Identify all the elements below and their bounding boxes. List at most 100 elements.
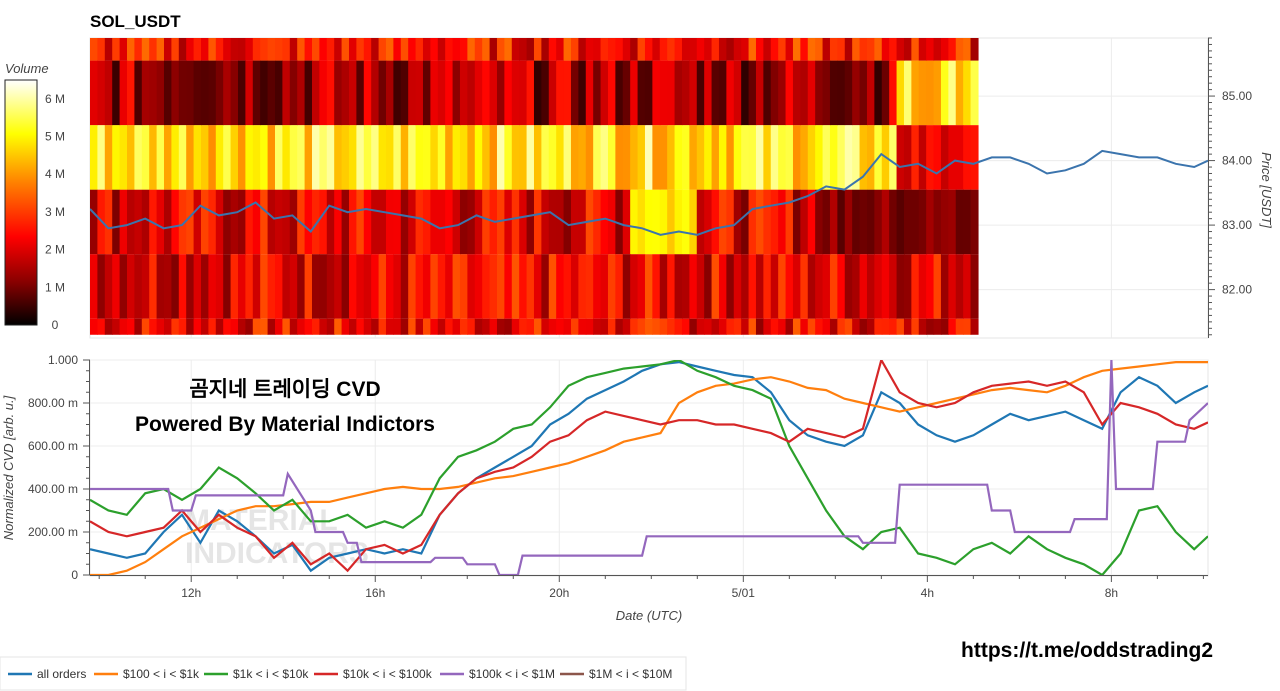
heatmap-cell <box>474 318 483 335</box>
date-tick-label: 12h <box>181 586 201 600</box>
heatmap-cell <box>563 254 572 319</box>
heatmap-cell <box>822 189 831 255</box>
telegram-link[interactable]: https://t.me/oddstrading2 <box>961 639 1213 662</box>
heatmap-cell <box>208 189 217 255</box>
heatmap-cell <box>496 60 505 126</box>
heatmap-cell <box>171 189 180 255</box>
heatmap-cell <box>563 38 572 61</box>
heatmap-cell <box>186 254 195 319</box>
heatmap-cell <box>260 189 269 255</box>
heatmap-cell <box>755 189 764 255</box>
heatmap-cell <box>659 38 668 61</box>
heatmap-cell <box>430 60 439 126</box>
heatmap-cell <box>415 125 424 190</box>
heatmap-cell <box>437 60 446 126</box>
heatmap-cell <box>326 189 335 255</box>
heatmap-cell <box>393 125 402 190</box>
colorbar-tick-label: 3 M <box>45 205 65 219</box>
heatmap-cell <box>622 125 631 190</box>
heatmap-cell <box>911 60 920 126</box>
heatmap-cell <box>837 318 846 335</box>
heatmap-cell <box>644 189 653 255</box>
heatmap-cell <box>615 318 624 335</box>
heatmap-cell <box>696 38 705 61</box>
heatmap-cell <box>371 38 380 61</box>
heatmap-cell <box>770 60 779 126</box>
cvd-line-4 <box>90 360 1208 576</box>
heatmap-cell <box>689 254 698 319</box>
heatmap-cell <box>215 60 224 126</box>
heatmap-cell <box>393 318 402 335</box>
heatmap-cell <box>963 38 972 61</box>
heatmap-cell <box>452 60 461 126</box>
heatmap-cell <box>371 125 380 190</box>
heatmap-cell <box>874 38 883 61</box>
price-tick-label: 82.00 <box>1222 283 1252 297</box>
heatmap-cell <box>578 60 587 126</box>
heatmap-cell <box>859 318 868 335</box>
heatmap-cell <box>104 318 113 335</box>
heatmap-cell <box>474 60 483 126</box>
colorbar <box>4 79 38 326</box>
heatmap-cell <box>178 38 187 61</box>
heatmap-cell <box>829 318 838 335</box>
heatmap-cell <box>104 254 113 319</box>
heatmap-cell <box>681 60 690 126</box>
heatmap-cell <box>223 318 232 335</box>
heatmap-cell <box>548 318 557 335</box>
heatmap-cell <box>311 60 320 126</box>
heatmap-cell <box>533 125 542 190</box>
heatmap-cell <box>156 318 165 335</box>
heatmap-cell <box>311 254 320 319</box>
heatmap-cell <box>334 125 343 190</box>
heatmap-cell <box>230 125 239 190</box>
heatmap-cell <box>459 60 468 126</box>
heatmap-cell <box>208 60 217 126</box>
heatmap-cell <box>637 318 646 335</box>
heatmap-cell <box>881 254 890 319</box>
heatmap-cell <box>570 189 579 255</box>
heatmap-cell <box>726 189 735 255</box>
heatmap-cell <box>918 125 927 190</box>
heatmap-cell <box>282 189 291 255</box>
heatmap-cell <box>940 318 949 335</box>
heatmap-cell <box>437 189 446 255</box>
heatmap-cell <box>230 60 239 126</box>
cvd-line-0 <box>90 360 1208 573</box>
heatmap-cell <box>304 318 313 335</box>
heatmap-cell <box>363 38 372 61</box>
heatmap-cell <box>829 125 838 190</box>
heatmap-cell <box>866 125 875 190</box>
heatmap-cell <box>903 189 912 255</box>
heatmap-cell <box>445 60 454 126</box>
heatmap-cell <box>770 254 779 319</box>
heatmap-cell <box>304 189 313 255</box>
heatmap-cell <box>474 125 483 190</box>
heatmap-cell <box>741 125 750 190</box>
heatmap-cell <box>297 60 306 126</box>
heatmap-cell <box>741 189 750 255</box>
heatmap-cell <box>800 254 809 319</box>
heatmap-cell <box>926 125 935 190</box>
heatmap-cell <box>504 189 513 255</box>
heatmap-cell <box>852 125 861 190</box>
heatmap-cell <box>541 125 550 190</box>
heatmap-cell <box>533 318 542 335</box>
heatmap-cell <box>637 38 646 61</box>
heatmap-cell <box>171 60 180 126</box>
heatmap-cell <box>866 60 875 126</box>
heatmap-cell <box>911 189 920 255</box>
heatmap-cell <box>711 38 720 61</box>
heatmap-cell <box>807 60 816 126</box>
heatmap-cell <box>748 38 757 61</box>
heatmap-cell <box>889 38 898 61</box>
heatmap-cell <box>800 318 809 335</box>
heatmap-cell <box>489 125 498 190</box>
heatmap-cell <box>326 60 335 126</box>
heatmap-cell <box>637 125 646 190</box>
heatmap-cell <box>90 125 98 190</box>
heatmap-cell <box>311 189 320 255</box>
heatmap-cell <box>918 254 927 319</box>
heatmap-cell <box>763 189 772 255</box>
heatmap-cell <box>563 318 572 335</box>
